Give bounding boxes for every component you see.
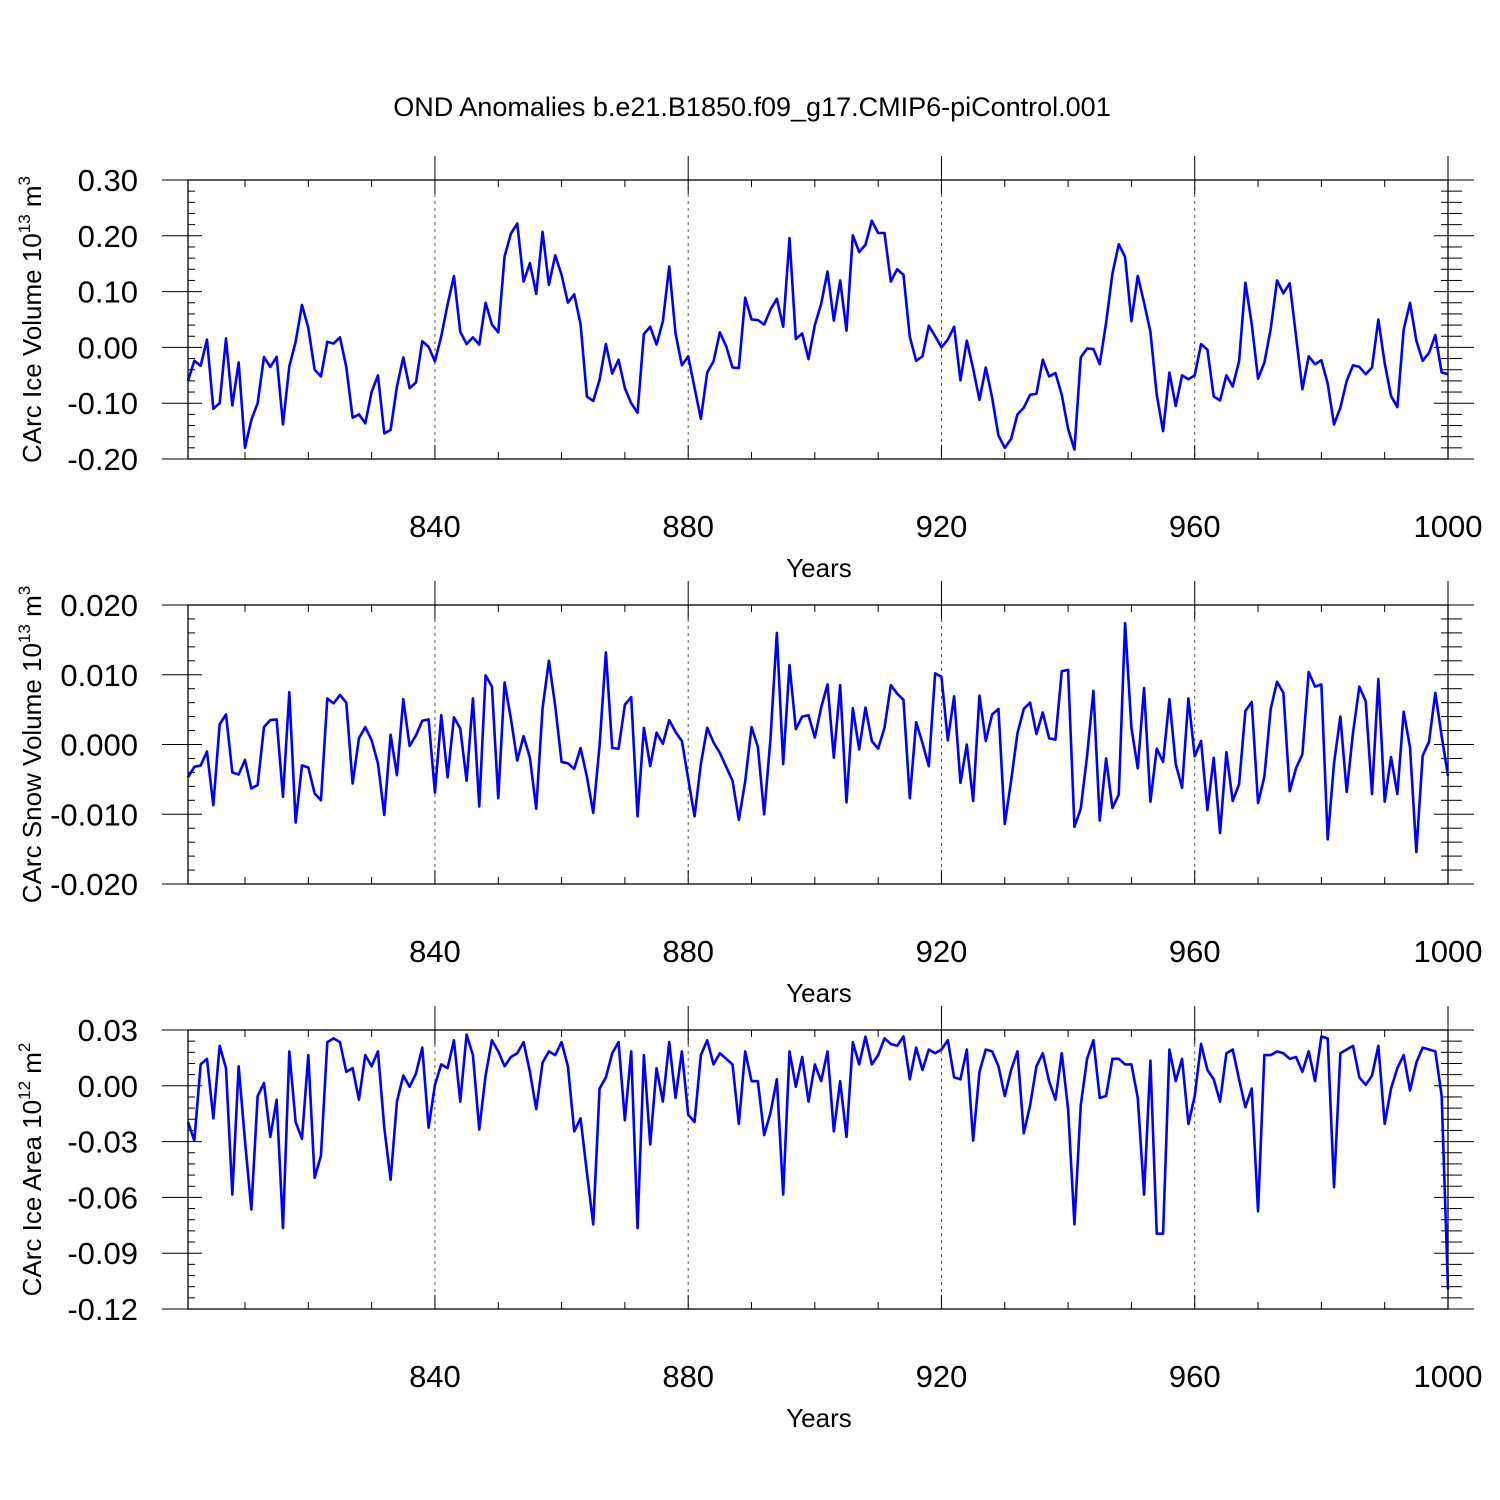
x-tick-label: 840 [409, 509, 461, 544]
x-tick-label: 880 [662, 1359, 714, 1394]
data-line [186, 621, 1450, 854]
y-tick-label: 0.000 [60, 728, 138, 763]
plot-frame [187, 1029, 1449, 1310]
chart-panel-1: 840 880 920 960 1000 -0.20 -0.10 0.00 0.10 0.20 0.… [15, 156, 1482, 583]
y-axis-label-unit: m [17, 595, 47, 624]
y-tick-label: -0.20 [67, 442, 138, 477]
x-tick-label: 920 [916, 934, 968, 969]
y-axis-label-text: CArc Ice Volume 10 [17, 233, 47, 463]
y-tick-label: 0.10 [78, 275, 138, 310]
x-axis-label: Years [786, 553, 852, 583]
y-axis-label-exponent: 13 [15, 624, 34, 643]
y-tick-label: 0.020 [60, 588, 138, 623]
y-axis-label-text: CArc Ice Area 10 [17, 1100, 47, 1297]
x-tick-label: 880 [662, 509, 714, 544]
chart-panel-2: 840 880 920 960 1000 -0.020 -0.010 0.000 0.010 0.… [15, 581, 1482, 1008]
y-axis-label: CArc Snow Volume 1013 m3 [15, 586, 47, 903]
y-tick-label: -0.10 [67, 386, 138, 421]
data-line [186, 219, 1449, 451]
y-axis-label-unit-exponent: 3 [15, 176, 34, 185]
x-tick-label: 1000 [1414, 509, 1483, 544]
chart-panel-3: 840 880 920 960 1000 -0.12 -0.09 -0.06 -0.03 0.00… [15, 1006, 1482, 1433]
y-axis-label: CArc Ice Area 1012 m2 [15, 1043, 47, 1297]
x-tick-label: 920 [916, 1359, 968, 1394]
y-tick-label: 0.20 [78, 219, 138, 254]
y-tick-label: 0.30 [78, 163, 138, 198]
x-axis-label: Years [786, 1403, 852, 1433]
y-axis-label: CArc Ice Volume 1013 m3 [15, 176, 47, 463]
y-axis-label-unit-exponent: 2 [15, 1043, 34, 1052]
x-tick-label: 840 [409, 1359, 461, 1394]
y-tick-label: 0.00 [78, 1069, 138, 1104]
y-tick-label: 0.03 [78, 1013, 138, 1048]
data-line [186, 1033, 1450, 1290]
y-tick-label: -0.03 [67, 1125, 138, 1160]
y-axis-label-exponent: 12 [15, 1081, 34, 1100]
x-tick-label: 1000 [1414, 1359, 1483, 1394]
plot-frame [187, 604, 1449, 885]
x-tick-label: 920 [916, 509, 968, 544]
y-tick-label: 0.010 [60, 658, 138, 693]
y-tick-label: -0.06 [67, 1180, 138, 1215]
y-axis-label-unit: m [17, 185, 47, 214]
y-tick-label: -0.12 [67, 1292, 138, 1327]
chart-title: OND Anomalies b.e21.B1850.f09_g17.CMIP6-… [393, 92, 1110, 122]
y-axis-label-exponent: 13 [15, 214, 34, 233]
plot-frame [187, 179, 1449, 460]
y-tick-label: -0.09 [67, 1236, 138, 1271]
x-tick-label: 960 [1169, 509, 1221, 544]
x-tick-label: 840 [409, 934, 461, 969]
y-tick-label: -0.020 [50, 867, 138, 902]
x-axis-label: Years [786, 978, 852, 1008]
x-tick-label: 880 [662, 934, 714, 969]
y-axis-label-unit: m [17, 1052, 47, 1081]
y-axis-label-unit-exponent: 3 [15, 586, 34, 595]
x-tick-label: 960 [1169, 1359, 1221, 1394]
x-tick-label: 960 [1169, 934, 1221, 969]
y-axis-label-text: CArc Snow Volume 10 [17, 643, 47, 903]
y-tick-label: 0.00 [78, 330, 138, 365]
panels: 840 880 920 960 1000 -0.20 -0.10 0.00 0.10 0.20 0.… [15, 156, 1482, 1433]
x-tick-label: 1000 [1414, 934, 1483, 969]
y-tick-label: -0.010 [50, 797, 138, 832]
